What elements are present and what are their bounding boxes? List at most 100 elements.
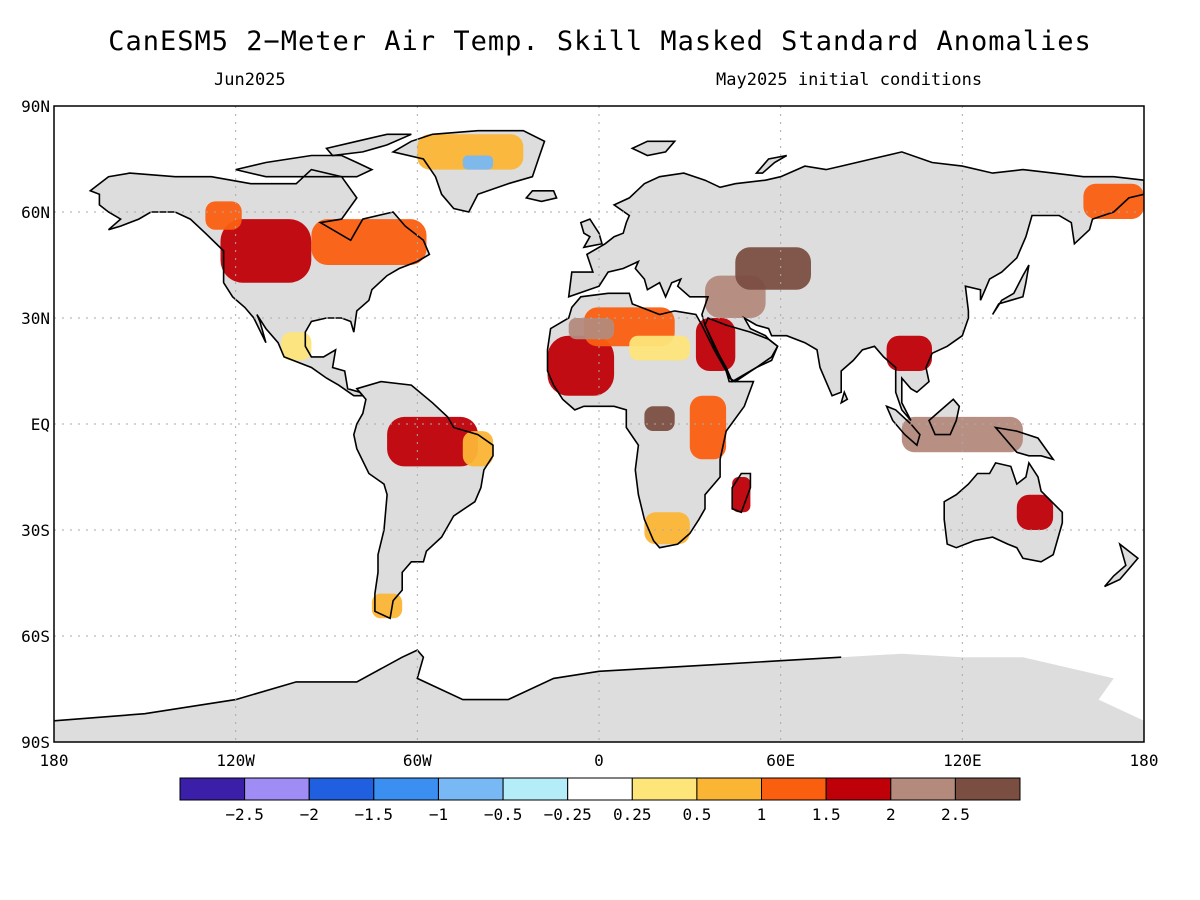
land-australia <box>944 462 1063 562</box>
lon-tick-label: 60W <box>403 751 432 770</box>
anomaly-madagascar <box>732 477 751 513</box>
coastline-antarctica <box>54 649 842 722</box>
lon-tick-label: 0 <box>594 751 604 770</box>
land-eurasia <box>568 151 1144 421</box>
anomaly-layer <box>205 134 1144 619</box>
colorbar-swatch <box>308 777 375 801</box>
coastline-eurasia <box>567 151 1144 422</box>
coastline-africa <box>546 292 755 549</box>
land-japan <box>992 265 1029 315</box>
coastline-borneo <box>928 398 961 436</box>
coastline-uk <box>579 218 604 249</box>
anomaly-australia-east <box>1016 494 1054 530</box>
anomaly-mexico <box>281 332 312 361</box>
longitude-labels: 180 120W 60W 0 60E 120E 180 <box>40 751 1159 770</box>
gridlines <box>54 106 1144 742</box>
coastline-madagascar <box>731 472 752 514</box>
anomaly-patagonia <box>371 593 403 619</box>
coastline-japan <box>991 264 1030 315</box>
coastline-iceland <box>524 190 558 203</box>
coastline-greenland <box>390 129 546 213</box>
anomaly-southern-africa <box>644 512 690 545</box>
map-border <box>53 105 1145 743</box>
lon-tick-label: 120E <box>943 751 982 770</box>
anomaly-libya-interior <box>568 318 615 340</box>
coastline-sumatra <box>885 404 921 447</box>
coastline-australia <box>943 460 1064 563</box>
anomaly-indochina <box>886 335 932 371</box>
colorbar-tick-label: −0.5 <box>484 805 523 824</box>
land-arctic-islands <box>235 155 372 177</box>
colorbar-tick-label: 1.5 <box>812 805 841 824</box>
anomaly-west-africa <box>547 335 615 396</box>
lat-tick-label: 60S <box>21 627 50 646</box>
lat-tick-label: 60N <box>21 203 50 222</box>
lat-tick-label: 90S <box>21 733 50 752</box>
anomaly-central-asia <box>735 247 811 290</box>
colorbar-swatch <box>696 777 763 801</box>
colorbar-swatch <box>244 777 310 801</box>
colorbar-tick-label: −2 <box>300 805 319 824</box>
colorbar-swatch <box>179 777 246 801</box>
anomaly-northeast-brazil <box>462 431 494 467</box>
colorbar-tick-label: −1.5 <box>355 805 394 824</box>
initial-conditions-label: May2025 initial conditions <box>716 70 983 90</box>
anomaly-western-us-canada <box>220 219 312 283</box>
anomaly-alaska-yukon <box>205 201 242 230</box>
land-ellesmere <box>326 134 412 156</box>
coastline-layer <box>54 129 1144 722</box>
coastline-new-zealand <box>1103 541 1140 588</box>
coastline-north-america <box>88 168 431 397</box>
colorbar-swatch <box>631 777 698 801</box>
colorbar-tick-label: −1 <box>429 805 448 824</box>
lat-tick-label: EQ <box>31 415 50 434</box>
colorbar-tick-label: 2 <box>886 805 896 824</box>
colorbar-tick-label: 0.5 <box>682 805 711 824</box>
colorbar-swatch <box>438 777 504 801</box>
colorbar-swatch <box>825 777 892 801</box>
coastline-sri-lanka <box>839 389 849 405</box>
anomaly-congo-basin <box>644 406 675 431</box>
anomaly-east-africa <box>689 395 727 460</box>
lat-tick-label: 30N <box>21 309 50 328</box>
colorbar-tick-label: −2.5 <box>225 805 264 824</box>
coastline-svalbard <box>630 140 677 157</box>
colorbar-swatch <box>502 777 569 801</box>
coastline-ellesmere <box>325 133 412 157</box>
colorbar <box>179 777 1021 801</box>
coastline-arctic-islands <box>235 154 374 178</box>
lon-tick-label: 180 <box>40 751 69 770</box>
colorbar-tick-label: −0.25 <box>544 805 592 824</box>
anomaly-sahara-central <box>629 335 690 361</box>
colorbar-swatch <box>761 777 827 801</box>
colorbar-labels: −2.5 −2 −1.5 −1 −0.5 −0.25 0.25 0.5 1 1.5 2 2.5 <box>225 805 970 824</box>
chart-title: CanESM5 2−Meter Air Temp. Skill Masked S… <box>108 26 1092 57</box>
colorbar-swatch <box>954 777 1021 801</box>
valid-month-label: Jun2025 <box>214 70 286 90</box>
colorbar-tick-label: 2.5 <box>941 805 970 824</box>
lon-tick-label: 180 <box>1130 751 1159 770</box>
coastline-south-america <box>352 380 494 620</box>
lon-tick-label: 60E <box>766 751 795 770</box>
land-antarctica <box>54 650 1144 742</box>
anomaly-greenland-north <box>417 134 524 170</box>
latitude-labels: 90N 60N 30N EQ 30S 60S 90S <box>21 97 50 752</box>
land-new-zealand <box>1104 544 1138 587</box>
anomaly-east-siberia <box>1083 183 1144 219</box>
colorbar-swatch <box>373 777 439 801</box>
lat-tick-label: 90N <box>21 97 50 116</box>
coastline-arabia <box>704 316 779 383</box>
lat-tick-label: 30S <box>21 521 50 540</box>
anomaly-eastern-canada <box>311 219 427 265</box>
colorbar-swatch <box>890 777 956 801</box>
coastline-novaya-zemlya <box>754 154 788 174</box>
land-iceland <box>526 190 557 202</box>
colorbar-tick-label: 0.25 <box>613 805 652 824</box>
coastline-new-guinea <box>993 426 1056 461</box>
lon-tick-label: 120W <box>216 751 255 770</box>
colorbar-swatch <box>567 777 633 801</box>
anomaly-greenland-central <box>462 155 494 170</box>
land-uk <box>580 219 602 248</box>
anomaly-amazon <box>387 416 478 467</box>
